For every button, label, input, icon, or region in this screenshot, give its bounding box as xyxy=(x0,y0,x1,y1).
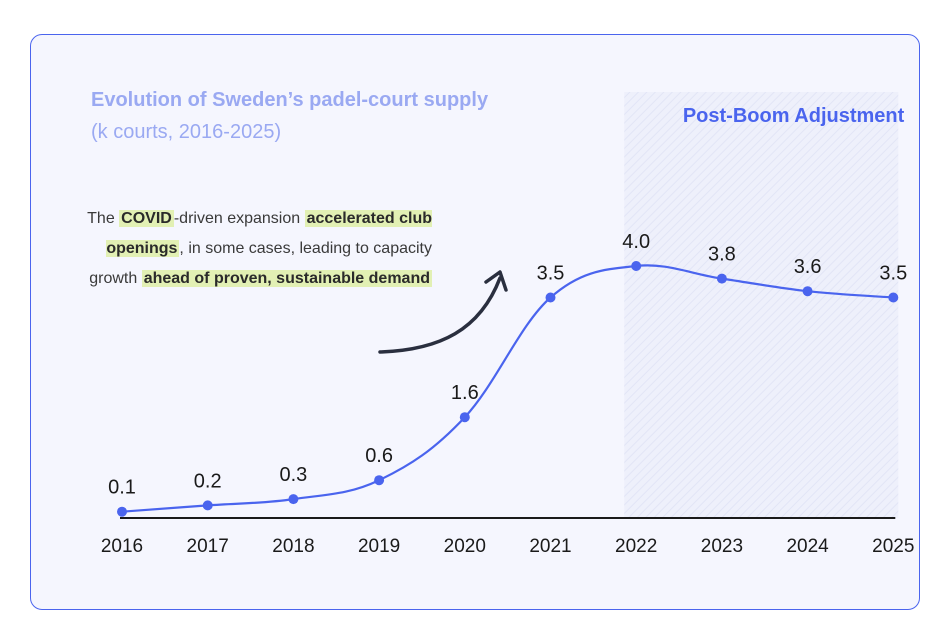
annotation-highlight: COVID xyxy=(119,210,174,227)
annotation-arrow xyxy=(378,276,502,354)
data-label: 3.6 xyxy=(794,256,822,278)
annotation-segment: -driven expansion xyxy=(173,210,305,227)
x-tick-label: 2023 xyxy=(701,536,743,557)
chart-subtitle: (k courts, 2016-2025) xyxy=(91,121,282,143)
data-point xyxy=(374,475,385,486)
annotation-highlight: ahead of proven, sustainable demand xyxy=(141,270,432,287)
data-label: 0.6 xyxy=(365,445,393,467)
data-label: 0.3 xyxy=(279,464,307,486)
data-label: 0.2 xyxy=(194,470,222,492)
x-tick-label: 2022 xyxy=(615,536,657,557)
data-point xyxy=(716,273,727,284)
data-label: 1.6 xyxy=(451,382,479,404)
data-point xyxy=(459,412,470,423)
annotation-text: The COVID -driven expansion accelerated c… xyxy=(72,204,432,294)
x-tick-label: 2021 xyxy=(529,536,571,557)
x-tick-label: 2016 xyxy=(101,536,143,557)
x-tick-label: 2025 xyxy=(872,536,914,557)
x-tick-label: 2019 xyxy=(358,536,400,557)
data-line xyxy=(121,264,894,513)
data-label: 3.5 xyxy=(537,263,565,285)
data-point xyxy=(631,261,642,271)
chart-title: Evolution of Sweden’s padel-court supply xyxy=(91,89,489,111)
x-tick-label: 2018 xyxy=(272,536,314,557)
data-point xyxy=(117,506,127,517)
data-label: 3.8 xyxy=(708,244,736,266)
x-tick-label: 2020 xyxy=(444,536,486,557)
x-tick-label: 2024 xyxy=(786,536,829,557)
data-label: 4.0 xyxy=(622,231,650,253)
data-point xyxy=(802,286,813,297)
data-point xyxy=(888,292,899,303)
arrow-head-icon xyxy=(484,270,508,292)
data-label: 3.5 xyxy=(879,263,907,285)
annotation-segment: The xyxy=(87,210,120,227)
data-point xyxy=(288,494,299,505)
post-boom-region xyxy=(624,92,899,518)
annotation-segment: , in some cases, leading to capacity gro… xyxy=(89,240,432,287)
post-boom-label: Post-Boom Adjustment xyxy=(683,105,905,127)
data-point xyxy=(545,292,556,303)
data-point xyxy=(202,500,213,511)
data-label: 0.1 xyxy=(108,477,136,499)
x-tick-label: 2017 xyxy=(187,536,229,557)
